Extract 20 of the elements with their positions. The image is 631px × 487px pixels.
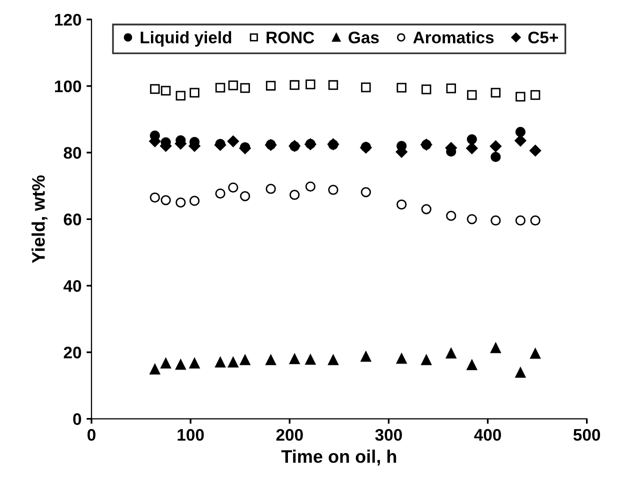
y-tick-label: 60 — [64, 214, 82, 226]
x-tick-label: 500 — [573, 428, 600, 441]
y-tick-label: 80 — [64, 146, 82, 159]
x-tick-label: 300 — [375, 428, 402, 441]
y-tick-label: 40 — [63, 280, 82, 292]
x-axis-title: Time on oil, h — [281, 450, 396, 466]
x-tick-label: 200 — [276, 428, 303, 441]
y-tick-label: 20 — [64, 346, 82, 358]
legend-label: RONC — [266, 32, 314, 44]
y-tick-label: 120 — [55, 14, 82, 26]
x-tick-label: 0 — [88, 428, 96, 441]
x-tick-label: 100 — [178, 428, 204, 441]
legend-label: C5+ — [528, 32, 558, 44]
y-axis-title: Yield, wt% — [32, 175, 48, 264]
x-tick-label: 400 — [474, 428, 501, 441]
legend-label: Aromatics — [413, 31, 494, 44]
legend-label: Gas — [348, 32, 379, 44]
y-tick-label: 100 — [55, 80, 82, 92]
y-tick-label: 0 — [73, 413, 82, 426]
legend-label: Liquid yield — [140, 31, 232, 47]
